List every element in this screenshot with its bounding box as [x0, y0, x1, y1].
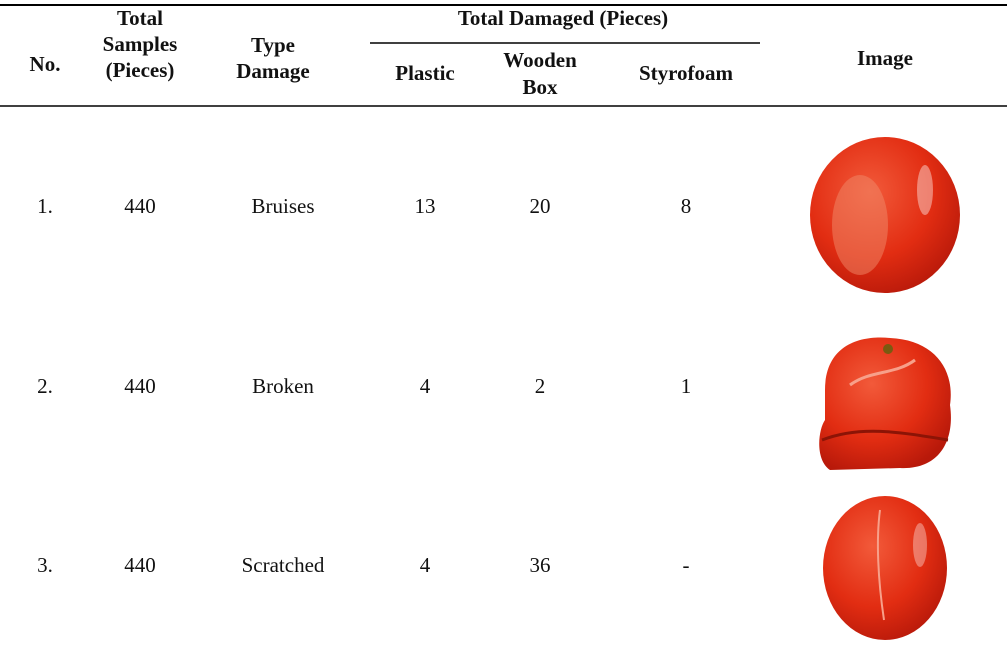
header-cell: Wooden	[503, 48, 577, 72]
header-cell: Type	[251, 33, 295, 57]
tomato-image	[823, 496, 947, 640]
table-cell: 3.	[37, 553, 53, 577]
header-cell: Samples	[103, 32, 178, 56]
table-cell: Bruises	[252, 194, 315, 218]
table-cell: 4	[420, 553, 431, 577]
tomato-image	[819, 338, 951, 470]
table-cell: 2.	[37, 374, 53, 398]
header-cell: Styrofoam	[639, 61, 734, 85]
table-cell: 1.	[37, 194, 53, 218]
header-cell: Total Damaged (Pieces)	[458, 6, 668, 30]
header-cell: Plastic	[395, 61, 454, 85]
table-cell: 440	[124, 553, 156, 577]
table-cell: 2	[535, 374, 546, 398]
header-cell: (Pieces)	[106, 58, 175, 82]
table-cell: 8	[681, 194, 692, 218]
header-cell: Total	[117, 6, 163, 30]
table-cell: Scratched	[242, 553, 325, 577]
table-cell: Broken	[252, 374, 314, 398]
table-cell: 13	[415, 194, 436, 218]
results-table: No. TotalSamples(Pieces) TypeDamage Total D…	[0, 0, 1007, 668]
table-cell: 4	[420, 374, 431, 398]
table-cell: 20	[530, 194, 551, 218]
header-cell: No.	[30, 52, 61, 76]
table-cell: 1	[681, 374, 692, 398]
header-cell: Damage	[236, 59, 309, 83]
table-cell: 440	[124, 374, 156, 398]
tomato-image	[810, 137, 960, 293]
header-cell: Image	[857, 46, 913, 70]
table-cell: -	[683, 553, 690, 577]
header-cell: Box	[522, 75, 558, 99]
table-cell: 440	[124, 194, 156, 218]
table-cell: 36	[530, 553, 551, 577]
